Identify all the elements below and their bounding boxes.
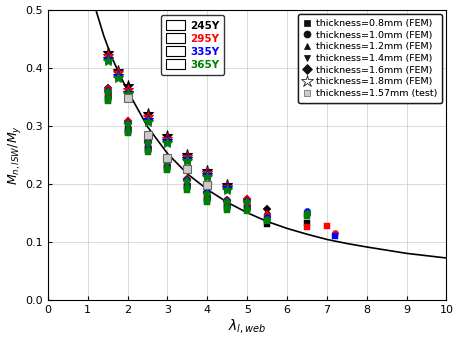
Legend: thickness=0.8mm (FEM), thickness=1.0mm (FEM), thickness=1.2mm (FEM), thickness=1: thickness=0.8mm (FEM), thickness=1.0mm (… [298, 14, 442, 103]
X-axis label: $\lambda_{l,web}$: $\lambda_{l,web}$ [228, 317, 266, 336]
Y-axis label: $M_{n,lSW}/M_y$: $M_{n,lSW}/M_y$ [6, 125, 22, 185]
